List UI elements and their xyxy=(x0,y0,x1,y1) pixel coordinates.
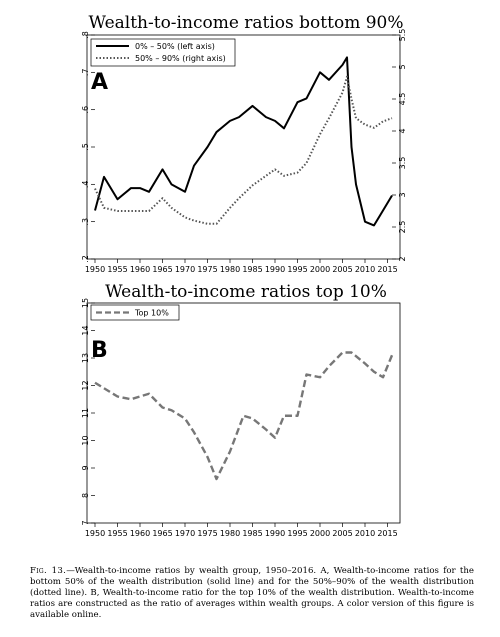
panel-a-series-line-dotted xyxy=(94,75,393,225)
panel-b-x-tick-label: 1985 xyxy=(242,529,262,538)
panel-a-x-tick-label: 2000 xyxy=(310,265,330,274)
panel-b-left-tick-label: 9 xyxy=(81,465,90,470)
panel-a-x-tick-label: 1970 xyxy=(175,265,195,274)
panel-a-x-tick-label: 1960 xyxy=(130,265,150,274)
panel-b-series xyxy=(94,351,394,481)
panel-b-plot-area xyxy=(86,302,401,524)
panel-a-right-tick-label: 5 xyxy=(398,64,407,69)
panel-b-letter: B xyxy=(91,338,108,363)
panel-b-x-tick-label: 1965 xyxy=(152,529,172,538)
panel-b-legend-label: Top 10% xyxy=(134,309,169,318)
panel-a-x-axis: 1950 1955 1960 1965 1970 1975 1980 1985 1990 1995… xyxy=(85,259,398,274)
panel-b-x-tick-label: 1980 xyxy=(220,529,240,538)
panel-b-chart: Wealth-to-income ratios top 10% 7 8 9 10 11 1… xyxy=(81,282,401,538)
panel-b-x-tick-label: 1960 xyxy=(130,529,150,538)
panel-b-x-tick-label: 1995 xyxy=(287,529,307,538)
panel-a-plot-area xyxy=(86,34,401,260)
panel-a-right-tick-label: 3 xyxy=(398,192,407,197)
panel-a-right-tick-label: 4 xyxy=(398,128,407,133)
panel-a-legend-label-dotted: 50% – 90% (right axis) xyxy=(135,54,226,63)
panel-a-letter: A xyxy=(91,70,108,95)
panel-b-x-tick-label: 2015 xyxy=(377,529,397,538)
panel-a-left-tick-label: .5 xyxy=(81,143,90,151)
panel-b-x-tick-label: 2005 xyxy=(332,529,352,538)
panel-b-x-tick-label: 2000 xyxy=(310,529,330,538)
panel-a-title: Wealth-to-income ratios bottom 90% xyxy=(89,13,404,33)
panel-a-right-tick-label: 4.5 xyxy=(398,93,407,106)
panel-a-left-axis: .2 .3 .4 .5 .6 .7 .8 xyxy=(81,31,95,263)
panel-b-x-axis: 1950 1955 1960 1965 1970 1975 1980 1985 1990 1995… xyxy=(85,523,398,538)
panel-a-left-tick-label: .8 xyxy=(81,31,90,39)
panel-b-left-tick-label: 10 xyxy=(81,435,90,445)
panel-a-right-tick-label: 2 xyxy=(398,256,407,261)
panel-a-x-tick-label: 2010 xyxy=(355,265,375,274)
panel-a-x-tick-label: 1980 xyxy=(220,265,240,274)
panel-a-legend-box xyxy=(90,38,236,67)
panel-b-left-tick-label: 8 xyxy=(81,493,90,498)
panel-b-x-tick-label: 1955 xyxy=(107,529,127,538)
panel-a-x-tick-label: 2015 xyxy=(377,265,397,274)
panel-a-x-tick-label: 1955 xyxy=(107,265,127,274)
panel-b-left-axis: 7 8 9 10 11 12 13 14 15 xyxy=(81,298,95,526)
panel-a-series-line-solid xyxy=(94,56,393,227)
panel-a-left-tick-label: .2 xyxy=(81,255,90,263)
panel-b-left-tick-label: 13 xyxy=(81,353,90,363)
figure: Wealth-to-income ratios bottom 90% .2 .3.… xyxy=(81,13,407,538)
panel-b-x-tick-label: 1970 xyxy=(175,529,195,538)
panel-a-legend-label-solid: 0% – 50% (left axis) xyxy=(135,42,215,51)
figure-caption: Fig. 13.—Wealth-to-income ratios by weal… xyxy=(30,566,474,621)
panel-b-x-tick-label: 2010 xyxy=(355,529,375,538)
panel-b-left-tick-label: 11 xyxy=(81,408,90,418)
panel-b-left-tick-label: 12 xyxy=(81,380,90,390)
panel-b-x-tick-label: 1950 xyxy=(85,529,105,538)
panel-b-left-tick-label: 14 xyxy=(81,325,90,335)
panel-b-title: Wealth-to-income ratios top 10% xyxy=(105,282,387,302)
panel-a-right-axis: 2 2.5 3 3.5 4 4.5 5 5.5 xyxy=(392,29,407,262)
panel-a-x-tick-label: 1990 xyxy=(265,265,285,274)
panel-a-left-tick-label: .3 xyxy=(81,218,90,226)
panel-b-left-tick-label: 15 xyxy=(81,298,90,308)
panel-b-series-line-dashed xyxy=(94,351,394,481)
panel-a-x-tick-label: 1965 xyxy=(152,265,172,274)
panel-a-x-tick-label: 1950 xyxy=(85,265,105,274)
panel-a-left-tick-label: .7 xyxy=(81,69,90,77)
panel-a-right-tick-label: 5.5 xyxy=(398,29,407,42)
panel-b-left-tick-label: 7 xyxy=(81,520,90,525)
panel-a-right-tick-label: 2.5 xyxy=(398,221,407,234)
panel-a-chart: Wealth-to-income ratios bottom 90% .2 .3.… xyxy=(81,13,407,274)
panel-b-x-tick-label: 1990 xyxy=(265,529,285,538)
panel-b-legend-box xyxy=(90,304,180,321)
panel-a-x-tick-label: 1985 xyxy=(242,265,262,274)
panel-a-x-tick-label: 1975 xyxy=(197,265,217,274)
panel-b-x-tick-label: 1975 xyxy=(197,529,217,538)
caption-text: —Wealth-to-income ratios by wealth group… xyxy=(30,566,475,620)
panel-a-left-tick-label: .6 xyxy=(81,106,90,114)
panel-a-right-tick-label: 3.5 xyxy=(398,157,407,170)
panel-a-left-tick-label: .4 xyxy=(81,181,90,189)
caption-label: Fig. 13. xyxy=(30,566,67,576)
panel-a-x-tick-label: 1995 xyxy=(287,265,307,274)
panel-a-series xyxy=(94,56,393,227)
panel-a-x-tick-label: 2005 xyxy=(332,265,352,274)
